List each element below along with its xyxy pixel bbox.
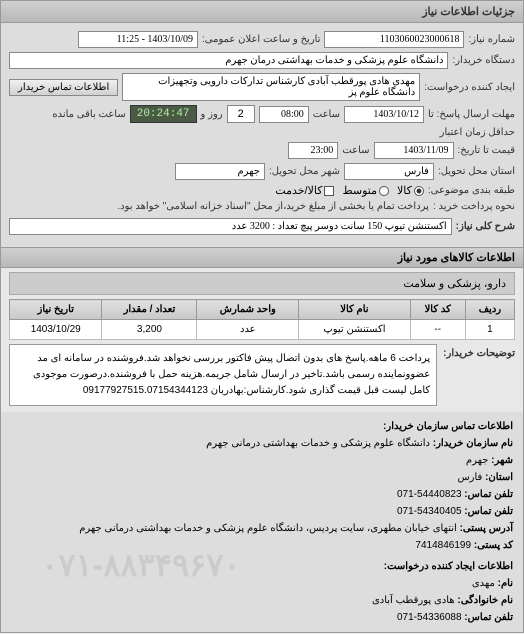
group-option-item-label: کالا/خدمت [275,184,322,197]
description-text: پرداخت 6 ماهه.پاسخ های بدون اتصال پیش فا… [9,344,437,406]
request-no-label: شماره نیاز: [468,34,515,45]
phone-value: 54440823-071 [397,489,462,500]
creator-phone-label: تلفن تماس: [464,612,513,623]
name-label: نام: [498,578,513,589]
org-label: نام سازمان خریدار: [433,438,513,449]
price-until-time: 23:00 [288,142,338,159]
table-header-row: ردیف کد کالا نام کالا واحد شمارش تعداد /… [10,300,515,320]
contact-section: ۰۷۱-۸۸۳۴۹۶۷۰ اطلاعات تماس سازمان خریدار:… [1,412,523,632]
contact-section-title: اطلاعات تماس سازمان خریدار: [11,418,513,435]
radio-icon [414,186,424,196]
address-label: آدرس پستی: [460,523,513,534]
radio-icon [379,186,389,196]
col-code: کد کالا [410,300,465,320]
items-table: ردیف کد کالا نام کالا واحد شمارش تعداد /… [9,299,515,340]
postal-value: 7414846199 [415,540,471,551]
announce-value: 1403/10/09 - 11:25 [78,31,198,48]
deadline-label: مهلت ارسال پاسخ: تا [428,109,515,120]
city-value: جهرم [466,455,489,466]
payment-note: پرداخت تمام یا بخشی از مبلغ خرید،از محل … [9,201,429,212]
buyer-label: دستگاه خریدار: [452,55,515,66]
days-value: 2 [227,105,255,123]
group-option-all[interactable]: کالا [397,184,424,197]
table-row: 1 -- اکستنشن تیوپ عدد 3,200 1403/10/29 [10,320,515,340]
time-label-1: ساعت [313,109,340,120]
col-date: تاریخ نیاز [10,300,102,320]
group-radio-group: کالا متوسط کالا/خدمت [275,184,424,197]
address-value: انتهای خیابان مطهری، سایت پردیس، دانشگاه… [79,523,457,534]
col-row: ردیف [465,300,514,320]
group-option-mid[interactable]: متوسط [342,184,389,197]
group-option-all-label: کالا [397,184,412,197]
jadval-label: حداقل زمان اعتبار [440,127,515,138]
request-no-value: 1103060023000618 [324,31,464,48]
deadline-date: 1403/10/12 [344,106,424,123]
city-label: شهر: [491,455,513,466]
price-until-label: قیمت تا تاریخ: [458,145,515,156]
cell-unit: عدد [197,320,299,340]
cell-row: 1 [465,320,514,340]
creator-phone-value: 54336088-071 [397,612,462,623]
cell-date: 1403/10/29 [10,320,102,340]
org-value: دانشگاه علوم پزشکی و خدمات بهداشتی درمان… [206,438,430,449]
group-option-mid-label: متوسط [342,184,377,197]
delivery-province-label: استان محل تحویل: [438,166,515,177]
days-label: روز و [201,109,223,120]
category-row: دارو، پزشکی و سلامت [9,272,515,295]
items-section-title: اطلاعات کالاهای مورد نیاز [1,247,523,268]
announce-label: تاریخ و ساعت اعلان عمومی: [202,34,321,45]
cell-code: -- [410,320,465,340]
checkbox-icon [324,186,334,196]
fax-label: تلفن تماس: [464,506,513,517]
deadline-time: 08:00 [259,106,309,123]
family-value: هادی پورقطب آبادی [372,595,455,606]
col-name: نام کالا [299,300,410,320]
description-label: توضیحات خریدار: [443,344,515,406]
panel-title: جزئیات اطلاعات نیاز [1,1,523,23]
delivery-province: فارس [344,163,434,180]
phone-label: تلفن تماس: [464,489,513,500]
col-unit: واحد شمارش [197,300,299,320]
contact-buyer-button[interactable]: اطلاعات تماس خریدار [9,79,118,96]
group-label: طبقه بندی موضوعی: [428,185,515,196]
buyer-value: دانشگاه علوم پزشکی و خدمات بهداشتی درمان… [9,52,448,69]
keyword-value: اکستنشن تیوپ 150 سانت دوسر پیچ تعداد : 3… [9,218,452,235]
price-until-date: 1403/11/09 [374,142,454,159]
keyword-label: شرح کلی نیاز: [456,221,515,232]
cell-qty: 3,200 [102,320,197,340]
delivery-city-label: شهر محل تحویل: [269,166,340,177]
family-label: نام خانوادگی: [457,595,513,606]
fax-value: 54340405-071 [397,506,462,517]
remaining-label: ساعت باقی مانده [52,109,125,120]
group-option-item[interactable]: کالا/خدمت [275,184,334,197]
province-label: استان: [485,472,513,483]
postal-label: کد پستی: [474,540,513,551]
countdown-timer: 20:24:47 [130,105,197,123]
creator-title: اطلاعات ایجاد کننده درخواست: [11,558,513,575]
col-qty: تعداد / مقدار [102,300,197,320]
cell-name: اکستنشن تیوپ [299,320,410,340]
name-value: مهدی [472,578,495,589]
province-value: فارس [457,472,482,483]
requester-label: ایجاد کننده درخواست: [424,82,515,93]
payment-label: نحوه پرداخت خرید : [433,201,515,212]
time-label-2: ساعت [342,145,369,156]
delivery-city: جهرم [175,163,265,180]
requester-value: مهدی هادی پورقطب آبادی کارشناس تدارکات د… [122,73,420,101]
